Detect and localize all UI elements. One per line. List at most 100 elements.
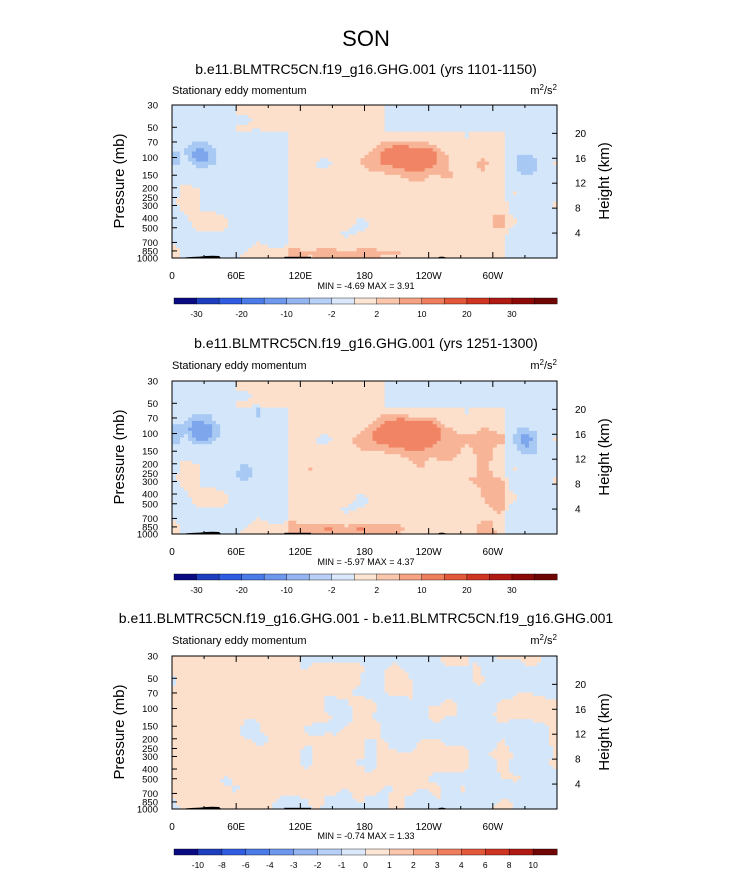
heatmap-cell [492,108,498,113]
heatmap-cell [368,201,374,206]
heatmap-cell [208,158,213,163]
heatmap-cell [436,148,442,153]
heatmap-cell [464,171,470,176]
heatmap-cell [512,164,518,169]
heatmap-cell [432,154,438,159]
heatmap-cell [376,164,382,169]
heatmap-cell [336,134,342,139]
heatmap-cell [332,184,338,189]
heatmap-cell [380,111,386,116]
heatmap-cell [484,171,490,176]
heatmap-cell [536,128,542,133]
heatmap-cell [544,161,550,166]
heatmap-cell [484,111,490,116]
heatmap-cell [480,211,486,216]
heatmap-cell [316,184,321,189]
heatmap-cell [224,111,229,116]
heatmap-cell [184,118,189,123]
heatmap-cell [428,221,434,226]
heatmap-cell [548,121,554,126]
heatmap-cell [192,105,197,109]
heatmap-cell [448,161,454,166]
heatmap-cell [256,178,261,183]
heatmap-cell [516,128,522,133]
heatmap-cell [504,198,510,203]
heatmap-cell [232,111,237,116]
heatmap-cell [400,204,406,209]
heatmap-cell [392,211,398,216]
heatmap-cell [376,108,382,113]
heatmap-cell [416,141,422,146]
heatmap-cell [536,134,542,139]
heatmap-cell [412,138,418,143]
heatmap-cell [460,105,466,109]
heatmap-cell [484,138,490,143]
heatmap-cell [464,188,470,193]
heatmap-cell [480,184,486,189]
heatmap-cell [552,214,558,219]
heatmap-cell [232,188,237,193]
heatmap-cell [392,161,398,166]
heatmap-cell [292,118,297,123]
heatmap-cell [388,138,394,143]
heatmap-cell [172,224,177,229]
heatmap-cell [352,208,358,213]
heatmap-cell [356,148,362,153]
heatmap-cell [248,144,253,149]
heatmap-cell [416,174,422,179]
heatmap-cell [220,174,225,179]
heatmap-cell [288,151,293,156]
heatmap-cell [284,131,289,136]
heatmap-cell [512,184,518,189]
heatmap-cell [520,231,526,236]
heatmap-cell [340,161,346,166]
heatmap-cell [344,174,350,179]
heatmap-cell [352,141,358,146]
heatmap-cell [280,174,285,179]
heatmap-cell [432,148,438,153]
heatmap-cell [416,128,422,133]
heatmap-cell [400,138,406,143]
heatmap-cell [552,118,558,123]
heatmap-cell [288,221,293,226]
heatmap-cell [320,198,325,203]
heatmap-cell [408,224,414,229]
heatmap-cell [272,141,277,146]
heatmap-cell [480,221,486,226]
heatmap-cell [176,164,181,169]
heatmap-cell [328,204,334,209]
heatmap-cell [304,214,309,219]
heatmap-cell [552,134,558,139]
heatmap-cell [176,108,181,113]
heatmap-cell [516,124,522,129]
heatmap-cell [480,158,486,163]
heatmap-cell [480,181,486,186]
heatmap-cell [204,188,209,193]
heatmap-cell [364,141,370,146]
heatmap-cell [412,144,418,149]
heatmap-cell [340,141,346,146]
heatmap-cell [284,108,289,113]
heatmap-cell [412,148,418,153]
heatmap-cell [232,198,237,203]
heatmap-cell [176,134,181,139]
heatmap-cell [468,141,474,146]
heatmap-cell [428,124,434,129]
heatmap-cell [264,105,269,109]
heatmap-cell [552,221,558,226]
heatmap-cell [304,111,309,116]
heatmap-cell [496,188,502,193]
heatmap-cell [480,138,486,143]
heatmap-cell [176,198,181,203]
heatmap-cell [244,184,249,189]
heatmap-cell [180,201,185,206]
heatmap-cell [404,148,410,153]
heatmap-cell [268,138,273,143]
heatmap-cell [172,204,177,209]
heatmap-cell [340,201,346,206]
heatmap-cell [388,141,394,146]
heatmap-cell [460,118,466,123]
heatmap-cell [212,228,217,232]
heatmap-cell [320,178,325,183]
heatmap-cell [448,124,454,129]
